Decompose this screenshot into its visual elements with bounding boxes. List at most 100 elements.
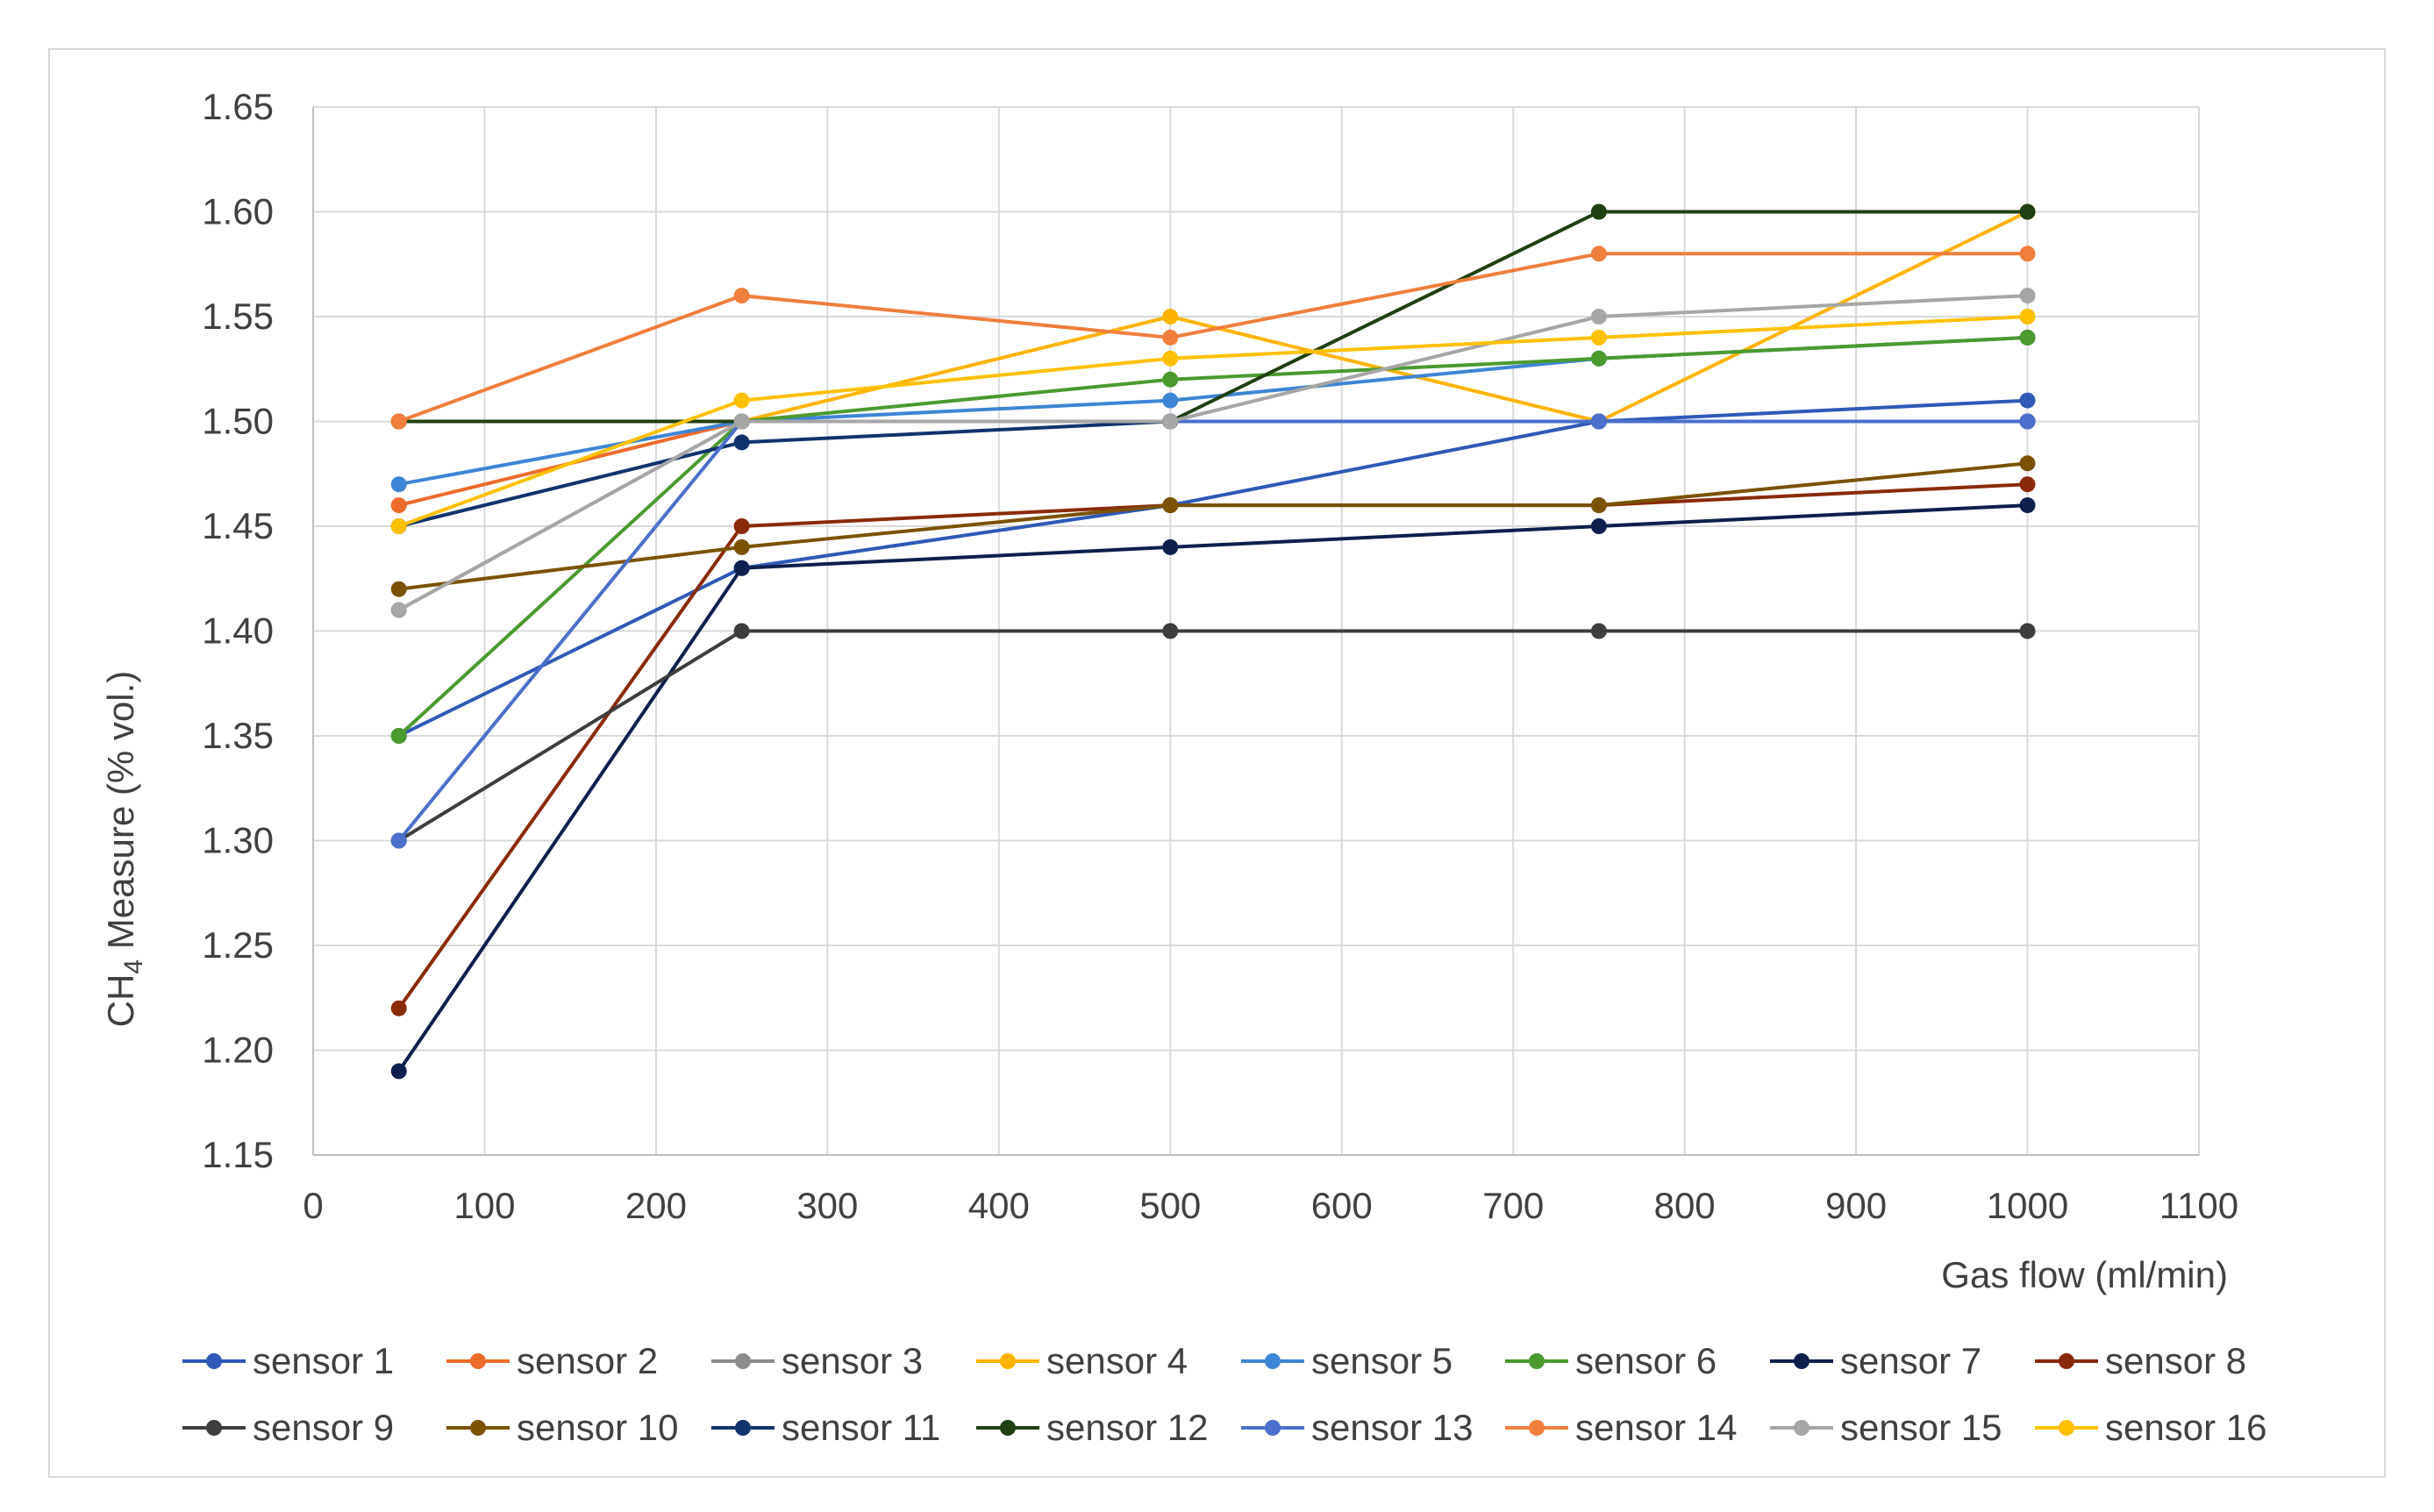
y-tick-label: 1.50 <box>202 401 274 442</box>
data-point-sensor-9 <box>1590 623 1607 639</box>
legend-item-sensor-1: sensor 1 <box>182 1340 394 1381</box>
data-point-sensor-10 <box>1590 497 1607 514</box>
legend-swatch-marker <box>1000 1353 1016 1369</box>
legend-swatch-marker <box>1265 1420 1281 1436</box>
legend-item-sensor-5: sensor 5 <box>1241 1340 1453 1381</box>
data-point-sensor-6 <box>390 728 407 744</box>
legend-label: sensor 11 <box>782 1407 940 1448</box>
legend-swatch-marker <box>735 1420 751 1436</box>
x-tick-label: 0 <box>303 1185 323 1226</box>
data-point-sensor-15 <box>390 602 407 618</box>
y-tick-label: 1.20 <box>202 1030 274 1071</box>
data-point-sensor-9 <box>2019 623 2036 639</box>
legend-swatch-marker <box>470 1353 486 1369</box>
x-tick-label: 800 <box>1654 1185 1716 1226</box>
chart-frame <box>48 48 2386 1478</box>
data-point-sensor-14 <box>2019 246 2036 262</box>
legend-label: sensor 8 <box>2105 1340 2246 1381</box>
data-point-sensor-10 <box>2019 455 2036 472</box>
legend-swatch-marker <box>735 1353 751 1369</box>
legend-label: sensor 4 <box>1046 1340 1188 1381</box>
x-tick-label: 700 <box>1482 1185 1544 1226</box>
legend-swatch-marker <box>1265 1353 1281 1369</box>
data-point-sensor-10 <box>390 581 407 597</box>
data-point-sensor-16 <box>733 392 750 409</box>
x-tick-label: 900 <box>1825 1185 1887 1226</box>
y-tick-label: 1.55 <box>202 296 274 337</box>
legend-label: sensor 10 <box>517 1407 678 1448</box>
series-line-sensor-8 <box>397 482 2028 1009</box>
legend-swatch-marker <box>1529 1353 1545 1369</box>
data-point-sensor-5 <box>390 476 407 493</box>
data-point-sensor-13 <box>1590 413 1607 430</box>
legend-item-sensor-7: sensor 7 <box>1770 1340 1981 1381</box>
legend-swatch-marker <box>1794 1353 1809 1369</box>
legend-swatch-marker <box>1000 1420 1016 1436</box>
data-point-sensor-16 <box>2019 309 2036 325</box>
legend-item-sensor-9: sensor 9 <box>182 1407 394 1448</box>
data-point-sensor-14 <box>1590 246 1607 262</box>
legend-item-sensor-10: sensor 10 <box>446 1407 678 1448</box>
legend-item-sensor-14: sensor 14 <box>1505 1407 1737 1448</box>
data-point-sensor-12 <box>1590 203 1607 220</box>
data-point-sensor-2 <box>390 497 407 514</box>
data-point-sensor-10 <box>733 538 750 555</box>
y-tick-label: 1.45 <box>202 505 274 546</box>
x-tick-label: 600 <box>1311 1185 1373 1226</box>
legend-swatch-marker <box>206 1420 222 1436</box>
legend-label: sensor 12 <box>1046 1407 1208 1448</box>
legend-label: sensor 3 <box>782 1340 923 1381</box>
data-point-sensor-1 <box>2019 392 2036 409</box>
data-point-sensor-13 <box>2019 413 2036 430</box>
x-tick-label: 500 <box>1139 1185 1201 1226</box>
data-point-sensor-8 <box>2019 476 2036 493</box>
y-tick-label: 1.30 <box>202 820 274 861</box>
y-tick-label: 1.35 <box>202 715 274 756</box>
data-point-sensor-6 <box>1162 371 1179 388</box>
legend-item-sensor-4: sensor 4 <box>976 1340 1188 1381</box>
data-point-sensor-16 <box>390 518 407 534</box>
legend-label: sensor 2 <box>517 1340 658 1381</box>
legend-swatch-marker <box>2059 1420 2074 1436</box>
legend-label: sensor 1 <box>253 1340 394 1381</box>
data-point-sensor-7 <box>390 1063 407 1080</box>
x-axis-title: Gas flow (ml/min) <box>1941 1254 2228 1295</box>
legend-swatch-marker <box>1794 1420 1809 1436</box>
legend-item-sensor-15: sensor 15 <box>1770 1407 2002 1448</box>
x-tick-label: 1100 <box>2159 1185 2238 1226</box>
data-point-sensor-9 <box>733 623 750 639</box>
data-point-sensor-15 <box>733 413 750 430</box>
data-point-sensor-14 <box>733 288 750 304</box>
series-line-sensor-15 <box>397 294 2028 612</box>
legend-item-sensor-2: sensor 2 <box>446 1340 658 1381</box>
data-point-sensor-6 <box>2019 329 2036 346</box>
x-tick-label: 400 <box>968 1185 1030 1226</box>
legend-label: sensor 14 <box>1575 1407 1737 1448</box>
legend-label: sensor 9 <box>253 1407 394 1448</box>
data-points <box>390 203 2036 1080</box>
legend-label: sensor 6 <box>1575 1340 1717 1381</box>
legend: sensor 1 sensor 2 sensor 3 sensor 4 sensor 5… <box>182 1340 2266 1448</box>
legend-label: sensor 7 <box>1840 1340 1981 1381</box>
legend-item-sensor-16: sensor 16 <box>2035 1407 2266 1448</box>
x-tick-label: 200 <box>625 1185 687 1226</box>
legend-label: sensor 15 <box>1840 1407 2002 1448</box>
legend-label: sensor 5 <box>1311 1340 1453 1381</box>
y-axis-title: CH4 Measure (% vol.) <box>100 671 148 1027</box>
series-line-sensor-7 <box>397 503 2028 1073</box>
data-point-sensor-15 <box>2019 288 2036 304</box>
y-tick-labels: 1.15 1.20 1.25 1.30 1.35 1.40 1.45 1.50 1.55 1.60… <box>202 86 274 1175</box>
data-point-sensor-8 <box>733 518 750 534</box>
axes <box>312 107 2199 1156</box>
data-point-sensor-14 <box>390 413 407 430</box>
x-tick-label: 100 <box>453 1185 515 1226</box>
data-point-sensor-12 <box>2019 203 2036 220</box>
series-line-sensor-1 <box>397 398 2028 738</box>
y-tick-label: 1.65 <box>202 86 274 127</box>
legend-item-sensor-3: sensor 3 <box>711 1340 923 1381</box>
x-tick-label: 300 <box>796 1185 858 1226</box>
legend-swatch-marker <box>2059 1353 2074 1369</box>
legend-item-sensor-6: sensor 6 <box>1505 1340 1717 1381</box>
y-tick-label: 1.25 <box>202 924 274 966</box>
